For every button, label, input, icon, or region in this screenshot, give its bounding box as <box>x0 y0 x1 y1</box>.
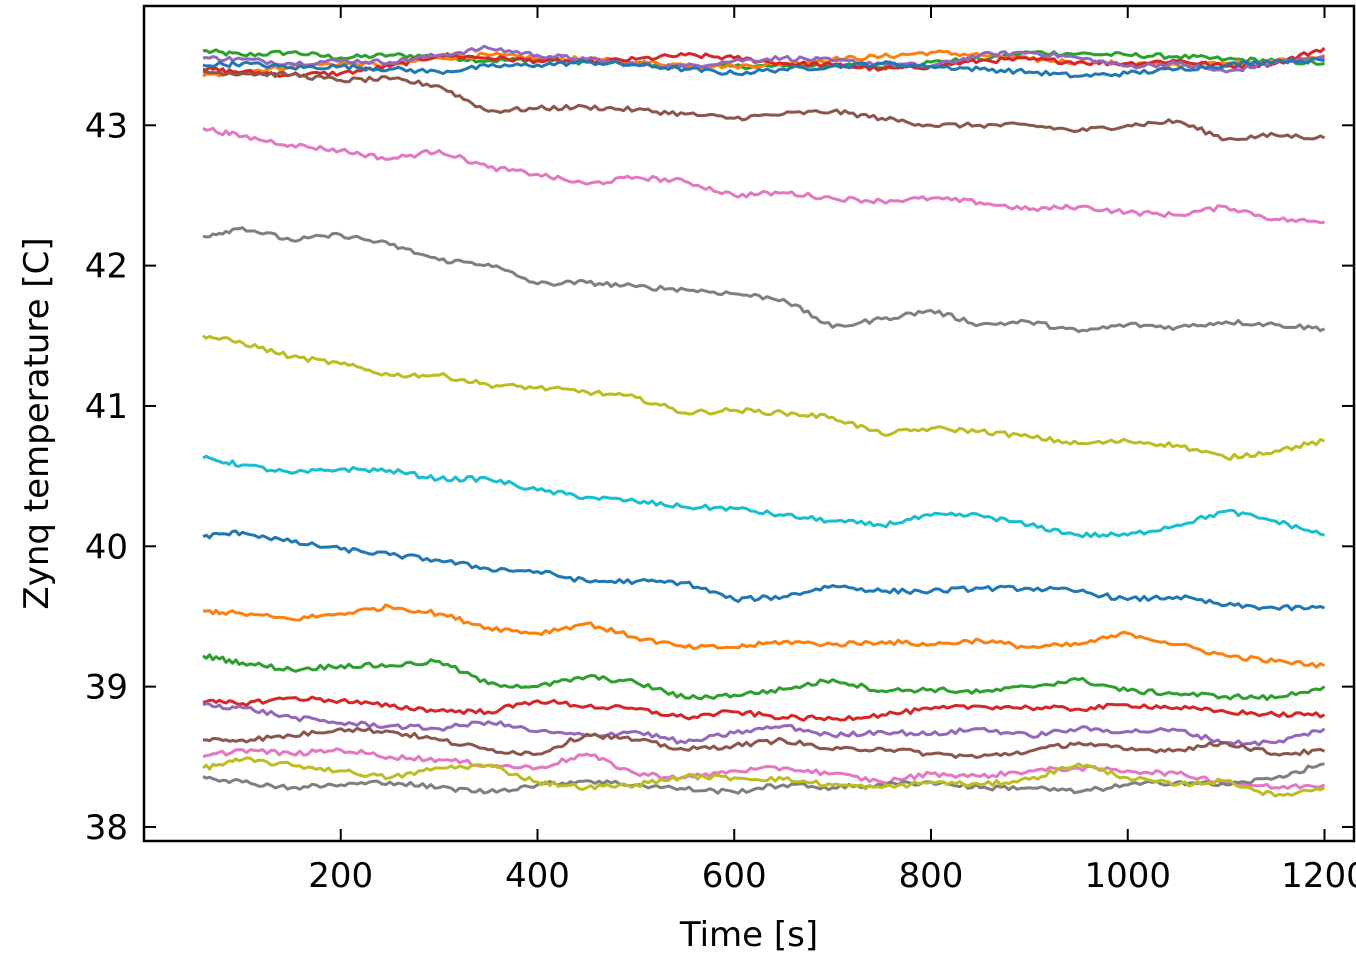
x-tick-label: 600 <box>702 856 767 896</box>
y-tick-label: 38 <box>85 808 128 848</box>
y-tick-label: 39 <box>85 668 128 708</box>
x-tick-label: 1200 <box>1281 856 1356 896</box>
series-line-8 <box>202 226 1326 334</box>
series-line-5 <box>202 57 1325 79</box>
series-line-17 <box>202 747 1326 790</box>
x-tick-label: 1000 <box>1084 856 1171 896</box>
ticks-layer: 200 400 600 800 1000 1200 38 39 40 41 42 43 <box>85 6 1356 896</box>
y-axis-label: Zynq temperature [C] <box>17 237 57 609</box>
series-line-10 <box>202 454 1325 539</box>
x-tick-label: 200 <box>308 856 373 896</box>
series-line-9 <box>202 334 1325 462</box>
series-layer <box>202 44 1326 798</box>
series-line-19 <box>202 756 1326 798</box>
series-line-14 <box>202 695 1326 722</box>
y-tick-label: 42 <box>85 247 128 287</box>
x-tick-label: 800 <box>899 856 964 896</box>
series-line-18 <box>202 762 1325 795</box>
series-line-4 <box>202 44 1325 74</box>
series-line-7 <box>202 126 1325 225</box>
series-line-16 <box>202 726 1326 759</box>
series-line-11 <box>202 529 1326 612</box>
series-line-15 <box>202 702 1326 747</box>
y-tick-label: 41 <box>85 387 128 427</box>
y-tick-label: 40 <box>85 527 128 567</box>
series-line-12 <box>202 603 1326 669</box>
x-tick-label: 400 <box>505 856 570 896</box>
plot-frame <box>142 4 1356 843</box>
series-line-13 <box>202 653 1326 701</box>
x-axis-label: Time [s] <box>679 915 818 955</box>
y-tick-label: 43 <box>85 106 128 146</box>
series-line-6 <box>202 70 1326 142</box>
